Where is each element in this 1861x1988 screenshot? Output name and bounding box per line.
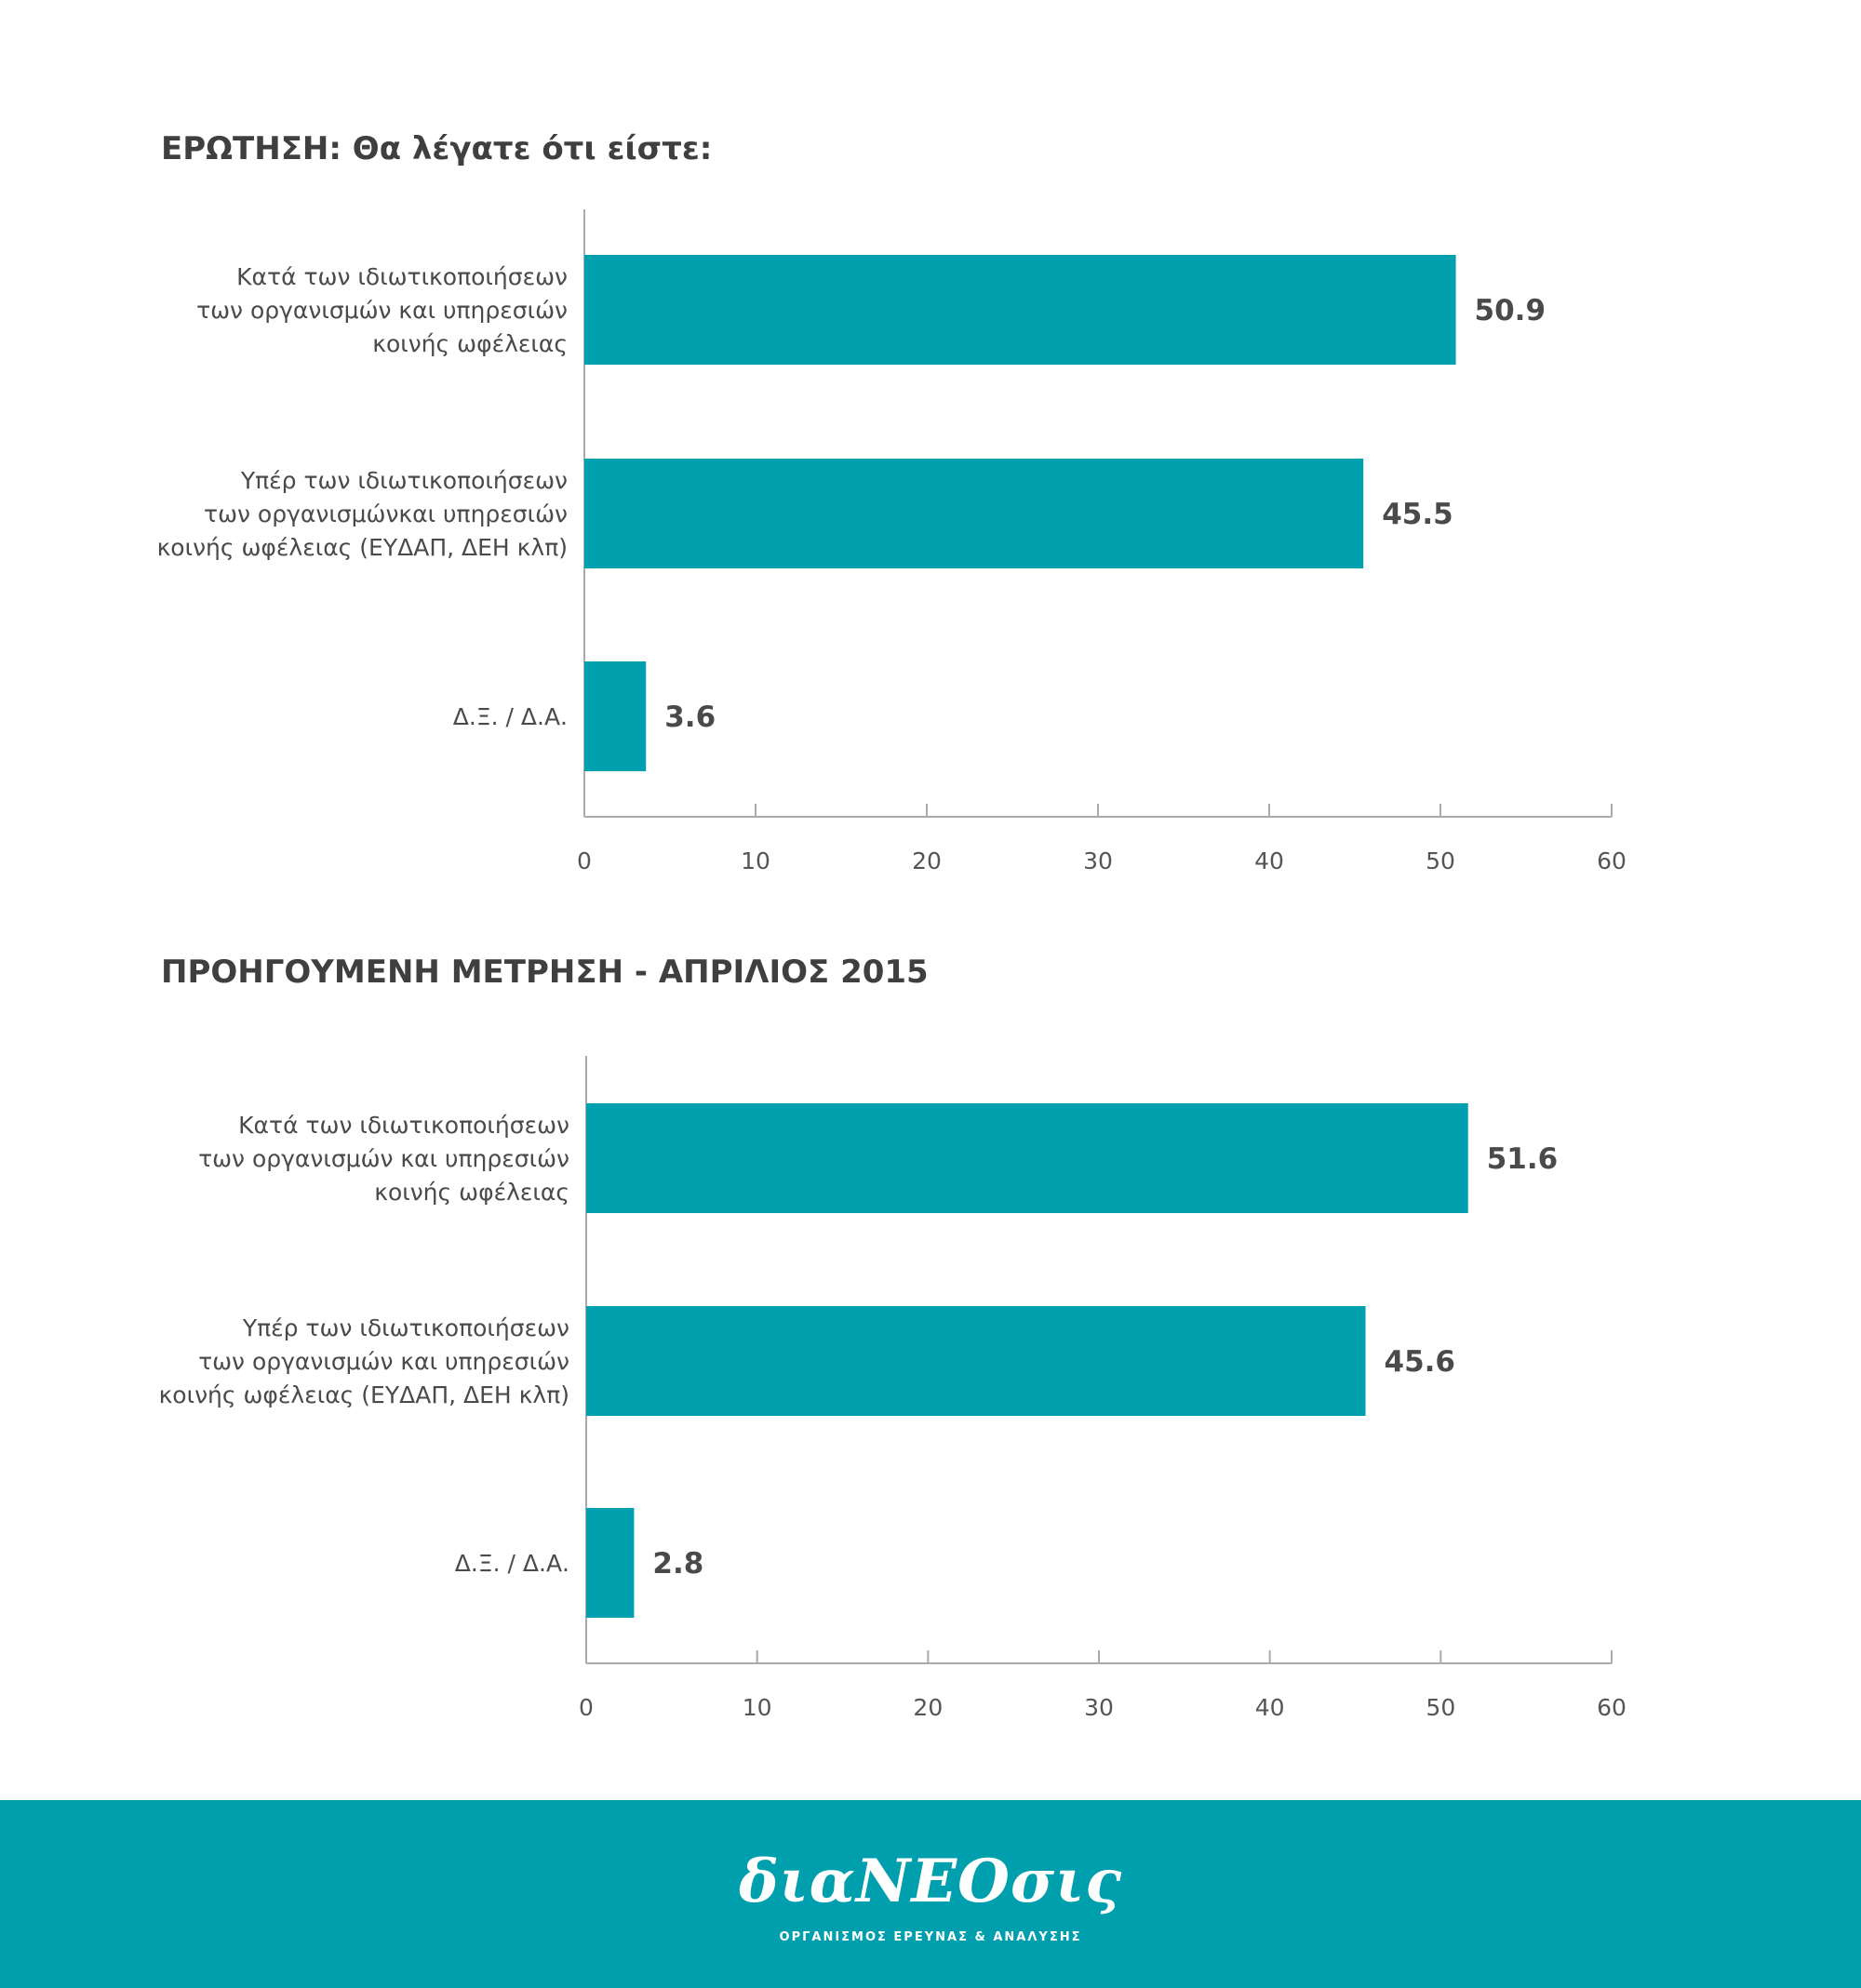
x-tick-label: 60 <box>1597 847 1627 874</box>
value-label: 45.6 <box>1385 1345 1456 1379</box>
value-label: 51.6 <box>1487 1142 1559 1176</box>
x-tick-label: 30 <box>1084 1694 1114 1721</box>
x-tick-label: 30 <box>1083 847 1113 874</box>
logo-subtitle: ΟΡΓΑΝΙΣΜΟΣ ΕΡΕΥΝΑΣ & ΑΝΑΛΥΣΗΣ <box>779 1930 1082 1944</box>
x-tick-label: 20 <box>913 1694 943 1721</box>
category-label: Κατά των ιδιωτικοποιήσεων των οργανισμών … <box>198 1112 569 1206</box>
value-label: 2.8 <box>652 1547 703 1581</box>
x-tick-label: 40 <box>1254 847 1284 874</box>
chart-1: 0 10 20 30 40 50 60 50.9 Κατά των ιδιωτικοποιήσε… <box>157 209 1627 874</box>
dianeosis-logo: διαΝΕΟσις <box>738 1847 1123 1916</box>
bar <box>586 1306 1366 1416</box>
value-label: 50.9 <box>1475 294 1546 327</box>
chart-1-title: ΕΡΩΤΗΣΗ: Θα λέγατε ότι είστε: <box>161 130 713 167</box>
bar <box>584 255 1456 365</box>
category-label: Υπέρ των ιδιωτικοποιήσεων των οργανισμών … <box>159 1314 569 1408</box>
chart-2-title: ΠΡΟΗΓΟΥΜΕΝΗ ΜΕΤΡΗΣΗ - ΑΠΡΙΛΙΟΣ 2015 <box>161 954 929 991</box>
x-tick-label: 0 <box>577 847 592 874</box>
bar <box>584 661 647 771</box>
x-tick-label: 20 <box>912 847 942 874</box>
x-tick-label: 10 <box>741 847 770 874</box>
category-label: Δ.Ξ. / Δ.Α. <box>453 703 568 730</box>
category-label: Δ.Ξ. / Δ.Α. <box>455 1550 569 1577</box>
value-label: 3.6 <box>664 700 716 734</box>
chart-2: 0 10 20 30 40 50 60 51.6 Κατά των ιδιωτικοποιήσε… <box>159 1056 1627 1721</box>
x-tick-label: 50 <box>1426 847 1455 874</box>
x-tick-label: 10 <box>743 1694 772 1721</box>
x-tick-label: 60 <box>1597 1694 1627 1721</box>
footer-banner: διαΝΕΟσις ΟΡΓΑΝΙΣΜΟΣ ΕΡΕΥΝΑΣ & ΑΝΑΛΥΣΗΣ <box>0 1800 1861 1988</box>
x-tick-label: 40 <box>1255 1694 1285 1721</box>
x-tick-label: 50 <box>1426 1694 1455 1721</box>
x-tick-label: 0 <box>579 1694 594 1721</box>
bar <box>586 1508 635 1618</box>
value-label: 45.5 <box>1382 498 1453 531</box>
bar <box>586 1103 1468 1213</box>
category-label: Κατά των ιδιωτικοποιήσεων των οργανισμών … <box>196 263 568 357</box>
bar <box>584 459 1364 568</box>
category-label: Υπέρ των ιδιωτικοποιήσεων των οργανισμώνκ… <box>157 467 568 561</box>
